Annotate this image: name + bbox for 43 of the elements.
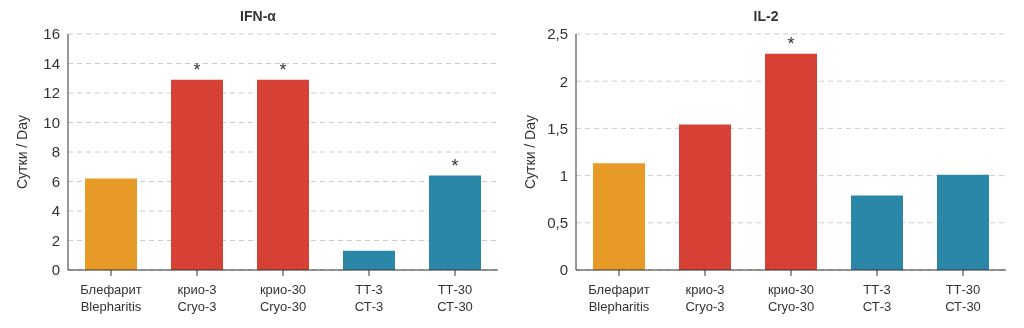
bar: [765, 53, 817, 270]
y-tick-label: 1: [559, 166, 568, 184]
bar: [343, 250, 395, 270]
chart-title: IFN-α: [239, 8, 277, 26]
y-tick-label: 0: [559, 261, 568, 279]
annotation: *: [787, 33, 795, 54]
x-tick-label: ТТ-30 СТ-30: [945, 282, 981, 314]
chart-title: IL-2: [752, 8, 780, 26]
bar: [593, 163, 645, 270]
y-tick-label: 2: [559, 72, 568, 90]
x-tick-label: ТТ-3 СТ-3: [862, 282, 892, 314]
y-tick-label: 4: [51, 202, 60, 220]
x-tick-label: крио-3 Cryo-3: [177, 282, 217, 314]
annotation: *: [279, 59, 287, 80]
bar: [679, 124, 731, 270]
bar: [257, 79, 309, 270]
y-tick-label: 0: [51, 261, 60, 279]
y-tick-label: 6: [51, 172, 60, 190]
bar: [937, 174, 989, 270]
bar: [429, 175, 481, 270]
y-tick-label: 14: [43, 54, 60, 72]
y-axis-title: Сутки / Day: [13, 114, 30, 190]
y-axis-title: Сутки / Day: [521, 114, 538, 190]
x-tick-label: крио-30 Cryo-30: [767, 282, 815, 314]
x-tick-label: Блефарит Blepharitis: [80, 282, 142, 314]
x-tick-label: Блефарит Blepharitis: [588, 282, 650, 314]
y-tick-label: 1,5: [547, 119, 568, 137]
y-tick-label: 2: [51, 231, 60, 249]
y-tick-label: 0,5: [547, 214, 568, 232]
bar: [851, 195, 903, 270]
x-tick-label: крио-30 Cryo-30: [259, 282, 307, 314]
x-tick-label: ТТ-3 СТ-3: [354, 282, 384, 314]
annotation: *: [193, 59, 201, 80]
y-tick-label: 12: [43, 84, 60, 102]
x-tick-label: крио-3 Cryo-3: [685, 282, 725, 314]
annotation: *: [451, 155, 459, 176]
bar: [85, 178, 137, 270]
y-tick-label: 2,5: [547, 25, 568, 43]
y-tick-label: 16: [43, 25, 60, 43]
y-tick-label: 8: [51, 143, 60, 161]
bar: [171, 79, 223, 270]
x-tick-label: ТТ-30 СТ-30: [437, 282, 473, 314]
y-tick-label: 10: [43, 113, 60, 131]
